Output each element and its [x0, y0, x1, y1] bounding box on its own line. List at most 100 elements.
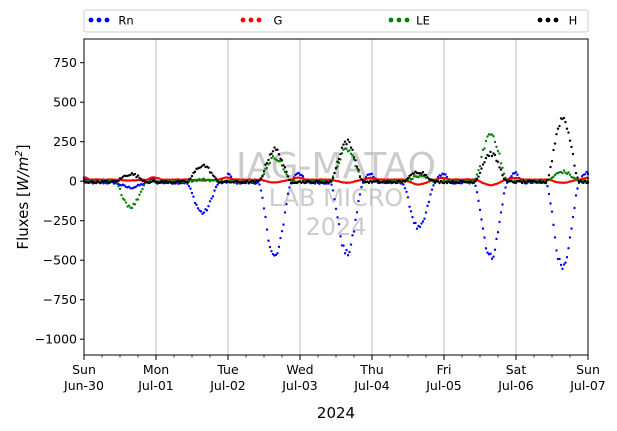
point-H [490, 154, 494, 158]
point-H [367, 181, 371, 185]
point-Rn [571, 215, 575, 219]
point-LE [282, 168, 285, 171]
legend-marker-G [256, 17, 262, 23]
point-Rn [474, 184, 477, 188]
point-LE [442, 179, 446, 182]
point-Rn [285, 202, 288, 206]
point-H [472, 181, 476, 184]
point-H [451, 179, 455, 183]
x-tick-day-4: Thu [359, 362, 383, 377]
point-Rn [135, 185, 138, 188]
point-H [193, 170, 197, 173]
point-LE [120, 193, 123, 197]
point-H [352, 156, 356, 159]
point-Rn [186, 182, 189, 186]
point-H [439, 180, 443, 183]
legend-marker-G [248, 17, 254, 23]
point-Rn [330, 183, 333, 186]
point-H [199, 165, 203, 169]
point-Rn [502, 192, 506, 195]
point-LE [268, 161, 272, 165]
point-H [345, 143, 348, 146]
point-H [475, 177, 479, 181]
point-H [357, 168, 360, 171]
point-H [99, 181, 102, 185]
point-H [334, 166, 338, 170]
point-Rn [228, 173, 231, 176]
point-H [177, 179, 180, 183]
watermark-line-3: 2024 [305, 213, 366, 241]
point-H [444, 180, 447, 183]
point-H [207, 166, 210, 169]
point-H [553, 142, 557, 145]
point-Rn [565, 256, 569, 259]
point-H [483, 161, 486, 164]
point-Rn [570, 227, 573, 230]
x-tick-date-0: Jun-30 [63, 378, 104, 393]
point-LE [285, 173, 288, 176]
point-LE [141, 187, 144, 191]
point-Rn [355, 211, 359, 214]
point-LE [133, 203, 137, 206]
point-H [562, 116, 566, 120]
point-H [246, 179, 249, 183]
point-H [216, 179, 219, 183]
point-H [369, 179, 372, 183]
point-Rn [208, 200, 212, 203]
point-Rn [210, 197, 213, 200]
point-LE [561, 171, 564, 175]
point-Rn [216, 183, 219, 187]
point-LE [349, 152, 353, 155]
point-H [564, 120, 567, 124]
point-Rn [214, 185, 218, 189]
x-tick-day-6: Sat [506, 362, 527, 377]
point-Rn [576, 187, 579, 190]
point-LE [475, 173, 479, 176]
point-LE [552, 175, 555, 179]
point-H [478, 171, 482, 175]
point-Rn [343, 252, 347, 255]
point-Rn [414, 221, 417, 225]
point-H [436, 180, 440, 183]
point-H [213, 175, 216, 178]
x-tick-date-4: Jul-04 [353, 378, 390, 393]
point-H [189, 177, 192, 180]
point-H [265, 161, 269, 165]
point-H [270, 152, 273, 156]
x-tick-day-5: Fri [437, 362, 452, 377]
point-H [514, 181, 518, 184]
point-Rn [573, 206, 576, 210]
point-LE [493, 140, 497, 144]
point-Rn [405, 190, 408, 194]
point-Rn [559, 263, 563, 267]
point-Rn [408, 205, 411, 208]
point-H [340, 146, 344, 149]
point-Rn [420, 222, 423, 225]
point-Rn [429, 193, 432, 196]
point-LE [486, 135, 489, 138]
point-LE [357, 170, 360, 173]
point-Rn [336, 216, 339, 219]
point-Rn [301, 175, 305, 178]
point-H [258, 179, 261, 182]
point-Rn [189, 187, 192, 190]
point-H [301, 180, 305, 183]
point-LE [568, 173, 572, 176]
point-H [484, 156, 488, 160]
point-H [547, 174, 551, 177]
point-Rn [268, 245, 272, 249]
point-Rn [423, 217, 426, 220]
point-Rn [546, 185, 549, 188]
point-H [544, 180, 548, 184]
point-Rn [549, 202, 552, 205]
point-H [331, 176, 335, 180]
y-tick-label-5: −500 [43, 253, 77, 268]
point-Rn [259, 189, 263, 192]
point-H [400, 181, 404, 184]
point-Rn [550, 210, 554, 213]
point-Rn [568, 236, 572, 239]
point-LE [496, 149, 500, 153]
point-H [501, 174, 504, 177]
point-Rn [439, 174, 443, 177]
